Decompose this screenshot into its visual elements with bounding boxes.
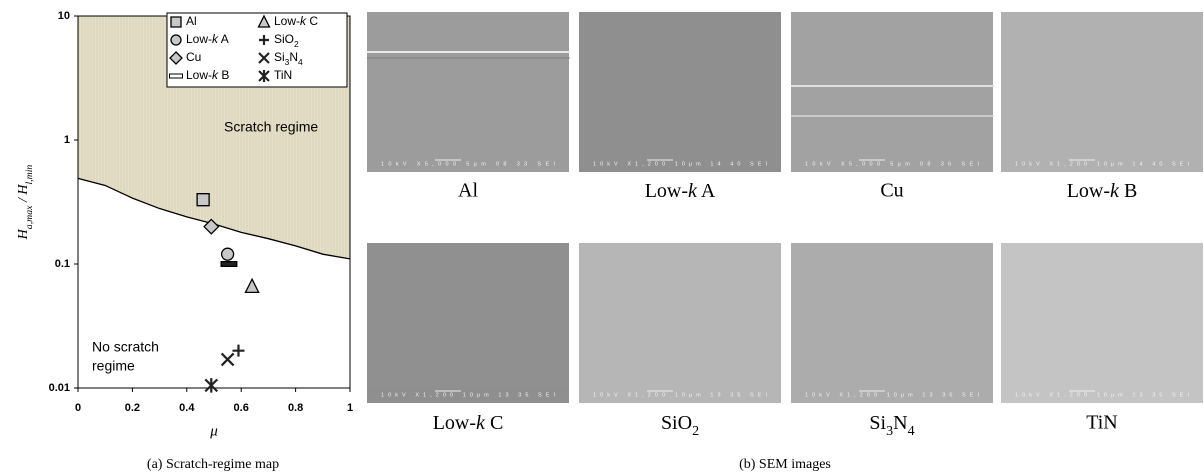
legend-marker [170,16,182,28]
data-point [220,260,238,268]
legend-box [166,12,348,88]
y-tick-label: 1 [64,134,70,146]
sem-image [367,243,569,403]
x-axis-label: μ [209,423,218,439]
sem-label: TiN [1086,412,1118,434]
sem-info-bar [791,386,993,403]
x-tick-label: 1 [347,402,353,414]
x-tick-label: 0.6 [234,402,249,414]
sem-info-bar [367,386,569,403]
data-point [196,193,210,207]
y-axis-label-part: / H [16,184,31,206]
y-tick-label: 10 [58,10,70,22]
sem-label: Low-k C [433,412,504,434]
y-tick-label: 0.1 [55,258,70,270]
annotation: regime [92,358,135,374]
y-axis-label-part: H [16,228,31,240]
caption: (a) Scratch-regime map [147,457,279,472]
legend-marker [169,73,183,79]
sem-image [791,243,993,403]
legend-marker [257,14,271,28]
sem-info-bar [367,155,569,172]
legend-label: Low-k B [186,68,229,82]
legend-marker [259,35,269,45]
sem-image [367,12,569,172]
caption: (b) SEM images [739,457,831,472]
sem-info-bar [579,386,781,403]
sem-info: 10kV X5,000 5μm 08 33 SEI [381,161,555,167]
sem-label: Cu [880,180,903,202]
x-tick-label: 0 [75,402,81,414]
sem-image [1001,243,1203,403]
legend-label: Al [186,14,197,28]
legend-marker [170,34,182,46]
y-axis-label: Ha,max / Hl,min [16,165,35,241]
legend-label: Low-k A [186,32,229,46]
y-axis-label-part: a,max [24,205,35,229]
data-point [203,218,220,235]
sem-label: Low-k A [645,180,716,202]
sem-label: Al [458,180,478,202]
legend-marker [258,70,270,82]
sem-info: 10kV X5,000 5μm 08 36 SEI [805,161,979,167]
sem-info-bar [579,155,781,172]
x-tick-label: 0.8 [288,402,303,414]
data-point [220,352,235,367]
legend-label: TiN [274,68,292,82]
annotation: Scratch regime [224,119,318,135]
data-point [204,378,219,393]
data-point [244,277,260,294]
y-tick-label: 0.01 [49,382,70,394]
data-point [232,344,245,357]
legend-label: Cu [186,50,201,64]
legend-marker [258,52,270,64]
legend-label: Low-k C [274,14,318,28]
x-tick-label: 0.4 [179,402,195,414]
data-point [220,247,235,261]
sem-image [791,12,993,172]
x-tick-label: 0.2 [125,402,140,414]
legend-marker [169,51,183,65]
sem-image [579,243,781,403]
sem-info-bar [1001,155,1203,172]
sem-image [1001,12,1203,172]
sem-label: Low-k B [1067,180,1138,202]
sem-label: Si3N4 [869,412,914,439]
y-axis-label-part: l,min [24,165,35,185]
annotation: No scratch [92,339,159,355]
sem-label: SiO2 [661,412,699,439]
sem-info-bar [791,155,993,172]
legend-label: SiO2 [274,32,299,49]
sem-info-bar [1001,386,1203,403]
sem-image [579,12,781,172]
legend-label: Si3N4 [274,50,303,67]
